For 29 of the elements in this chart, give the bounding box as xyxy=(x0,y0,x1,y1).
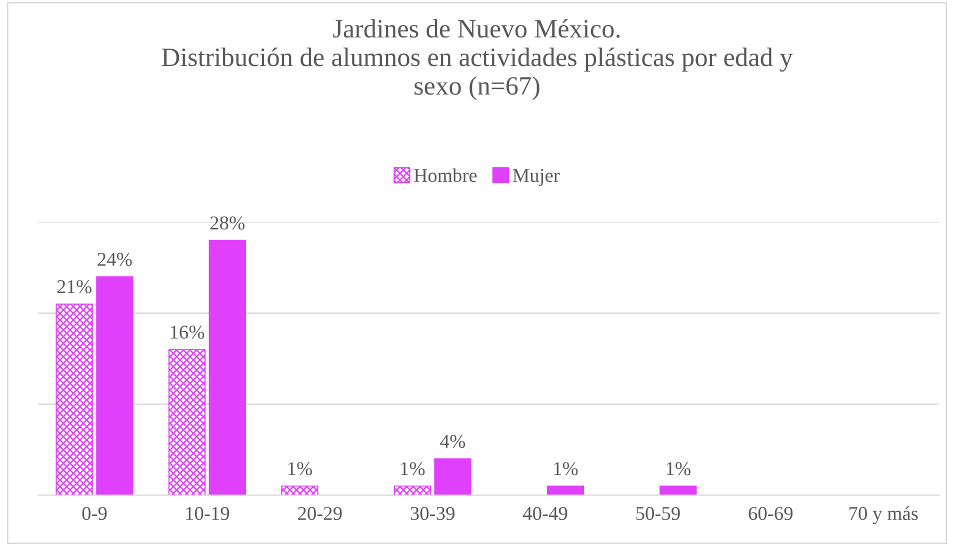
x-tick-label: 50-59 xyxy=(636,506,680,520)
bar xyxy=(546,486,584,496)
data-label: 24% xyxy=(98,252,132,266)
x-tick-label: 40-49 xyxy=(522,506,568,520)
data-label: 28% xyxy=(210,216,245,230)
x-tick-label: 60-69 xyxy=(748,506,793,520)
data-label: 1% xyxy=(401,462,425,476)
x-tick-label: 10-19 xyxy=(186,506,230,520)
bar xyxy=(281,486,318,496)
data-label: 21% xyxy=(57,280,92,294)
bar xyxy=(168,349,206,496)
data-label: 16% xyxy=(170,326,204,339)
data-label: 4% xyxy=(440,434,466,448)
bar xyxy=(56,304,93,496)
data-label: 1% xyxy=(288,462,312,476)
x-tick-label: 20-29 xyxy=(298,506,342,520)
x-tick-label: 0-9 xyxy=(82,506,107,520)
bar xyxy=(434,458,472,496)
legend-label: Mujer xyxy=(512,168,560,186)
bar xyxy=(394,486,431,496)
bar xyxy=(660,486,697,496)
x-tick-label: 70 y más xyxy=(850,506,918,524)
bar xyxy=(96,276,134,496)
data-label: 1% xyxy=(554,462,578,476)
x-tick-label: 30-39 xyxy=(410,506,454,520)
chart-title: Jardines de Nuevo México. Distribución de alumnos en actividades plásticas por edad y sexo (n=67) xyxy=(162,19,793,100)
data-label: 1% xyxy=(666,462,690,476)
legend-label: Hombre xyxy=(414,168,477,182)
bar xyxy=(208,240,246,496)
